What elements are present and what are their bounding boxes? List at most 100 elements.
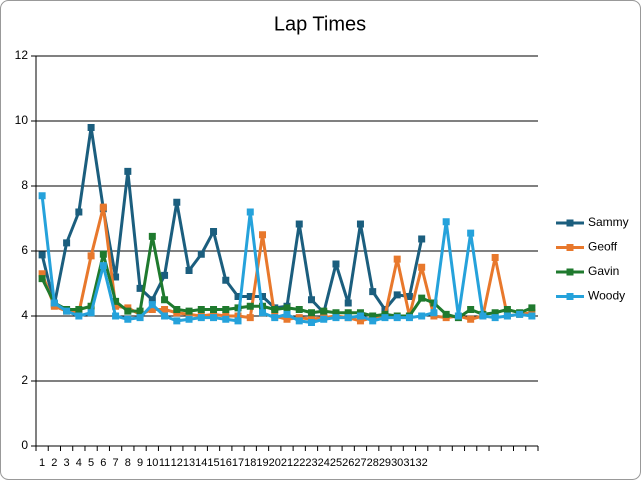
data-point xyxy=(148,306,156,313)
data-point xyxy=(161,271,169,279)
y-tick-label: 0 xyxy=(21,438,28,452)
x-tick-label: 4 xyxy=(76,457,82,469)
data-point xyxy=(222,276,230,284)
x-tick-label: 22 xyxy=(293,457,305,469)
data-point xyxy=(295,220,303,228)
data-point xyxy=(442,310,450,318)
data-point xyxy=(369,312,377,320)
data-point xyxy=(491,314,499,322)
data-point xyxy=(38,251,46,259)
data-point xyxy=(148,296,156,304)
data-point xyxy=(418,235,426,243)
data-point xyxy=(246,314,254,322)
data-point xyxy=(491,309,499,317)
data-point xyxy=(259,293,267,300)
x-tick-label: 1 xyxy=(39,457,45,469)
data-point xyxy=(197,250,205,258)
x-tick-label: 14 xyxy=(195,457,207,469)
data-point xyxy=(356,220,364,228)
data-point xyxy=(418,312,426,320)
data-point xyxy=(307,296,315,304)
data-point xyxy=(332,260,340,268)
data-point xyxy=(369,288,377,296)
data-point xyxy=(173,306,181,313)
data-point xyxy=(467,315,475,323)
x-tick-label: 7 xyxy=(113,457,119,469)
data-point xyxy=(161,296,169,304)
data-point xyxy=(271,314,279,322)
data-point xyxy=(393,255,401,263)
data-point xyxy=(307,319,315,326)
chart-title: Lap Times xyxy=(274,13,366,35)
data-point xyxy=(491,254,499,261)
x-tick-label: 5 xyxy=(88,457,94,469)
data-point xyxy=(516,310,524,318)
y-tick-label: 12 xyxy=(15,48,29,62)
data-point xyxy=(185,307,193,315)
data-point xyxy=(442,218,450,226)
data-point xyxy=(161,312,169,320)
y-tick-label: 10 xyxy=(15,113,29,127)
data-point xyxy=(38,275,46,283)
data-point xyxy=(185,267,193,274)
data-point xyxy=(405,314,413,322)
data-point xyxy=(369,317,377,325)
data-point xyxy=(430,309,438,317)
data-point xyxy=(503,312,511,320)
x-tick-label: 24 xyxy=(318,457,330,469)
data-point xyxy=(210,306,218,313)
data-point xyxy=(418,294,426,302)
legend-label: Sammy xyxy=(588,215,629,229)
data-point xyxy=(148,232,156,240)
data-point xyxy=(320,315,328,323)
data-point xyxy=(124,167,132,175)
data-point xyxy=(283,304,291,312)
data-point xyxy=(295,306,303,313)
data-point xyxy=(222,315,230,323)
y-tick-label: 4 xyxy=(21,308,28,322)
x-tick-label: 2 xyxy=(51,457,57,469)
x-tick-label: 31 xyxy=(403,457,415,469)
data-point xyxy=(124,315,132,323)
data-point xyxy=(99,262,107,270)
x-tick-label: 28 xyxy=(367,457,379,469)
data-point xyxy=(210,228,218,235)
data-point xyxy=(112,297,120,305)
data-point xyxy=(63,307,71,315)
x-tick-label: 11 xyxy=(159,457,170,469)
x-tick-label: 15 xyxy=(207,457,219,469)
data-point xyxy=(467,229,475,237)
data-point xyxy=(271,306,279,313)
x-tick-label: 21 xyxy=(281,457,293,469)
data-point xyxy=(38,192,46,200)
data-point xyxy=(38,270,46,278)
data-point xyxy=(210,314,218,322)
data-point xyxy=(246,208,254,216)
x-tick-label: 30 xyxy=(391,457,403,469)
data-point xyxy=(222,306,230,313)
x-tick-label: 26 xyxy=(342,457,354,469)
data-point xyxy=(528,304,536,312)
data-point xyxy=(173,317,181,325)
data-point xyxy=(454,312,462,320)
data-point xyxy=(63,239,71,247)
data-point xyxy=(234,293,242,300)
data-point xyxy=(197,314,205,322)
data-point xyxy=(197,306,205,313)
data-point xyxy=(112,273,120,281)
data-point xyxy=(344,314,352,322)
data-point xyxy=(148,301,156,309)
data-point xyxy=(112,302,120,310)
data-point xyxy=(259,309,267,317)
legend-label: Gavin xyxy=(588,264,619,278)
legend-marker xyxy=(566,293,574,300)
x-tick-label: 12 xyxy=(171,457,183,469)
data-point xyxy=(136,307,144,315)
data-point xyxy=(99,203,107,211)
data-point xyxy=(393,314,401,322)
legend-marker xyxy=(566,268,574,276)
data-point xyxy=(87,309,95,317)
x-tick-label: 20 xyxy=(269,457,281,469)
x-tick-label: 27 xyxy=(354,457,366,469)
y-tick-label: 2 xyxy=(21,373,28,387)
